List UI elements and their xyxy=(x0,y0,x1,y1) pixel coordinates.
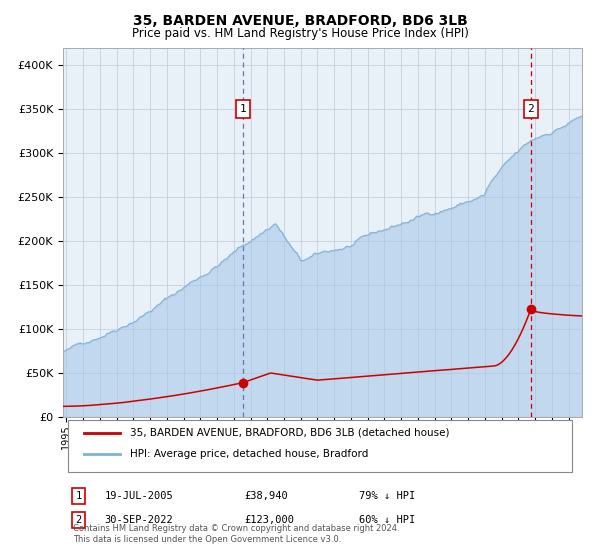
Text: 35, BARDEN AVENUE, BRADFORD, BD6 3LB (detached house): 35, BARDEN AVENUE, BRADFORD, BD6 3LB (de… xyxy=(130,428,450,438)
FancyBboxPatch shape xyxy=(68,419,572,472)
Text: Price paid vs. HM Land Registry's House Price Index (HPI): Price paid vs. HM Land Registry's House … xyxy=(131,27,469,40)
Text: HPI: Average price, detached house, Bradford: HPI: Average price, detached house, Brad… xyxy=(130,449,369,459)
Text: 35, BARDEN AVENUE, BRADFORD, BD6 3LB: 35, BARDEN AVENUE, BRADFORD, BD6 3LB xyxy=(133,14,467,28)
Text: Contains HM Land Registry data © Crown copyright and database right 2024.
This d: Contains HM Land Registry data © Crown c… xyxy=(73,524,400,544)
Text: 30-SEP-2022: 30-SEP-2022 xyxy=(104,515,173,525)
Text: 79% ↓ HPI: 79% ↓ HPI xyxy=(359,491,415,501)
Text: 2: 2 xyxy=(527,104,535,114)
Text: 2: 2 xyxy=(76,515,82,525)
Text: £38,940: £38,940 xyxy=(245,491,289,501)
Text: £123,000: £123,000 xyxy=(245,515,295,525)
Text: 19-JUL-2005: 19-JUL-2005 xyxy=(104,491,173,501)
Text: 1: 1 xyxy=(239,104,246,114)
Text: 1: 1 xyxy=(76,491,82,501)
Text: 60% ↓ HPI: 60% ↓ HPI xyxy=(359,515,415,525)
